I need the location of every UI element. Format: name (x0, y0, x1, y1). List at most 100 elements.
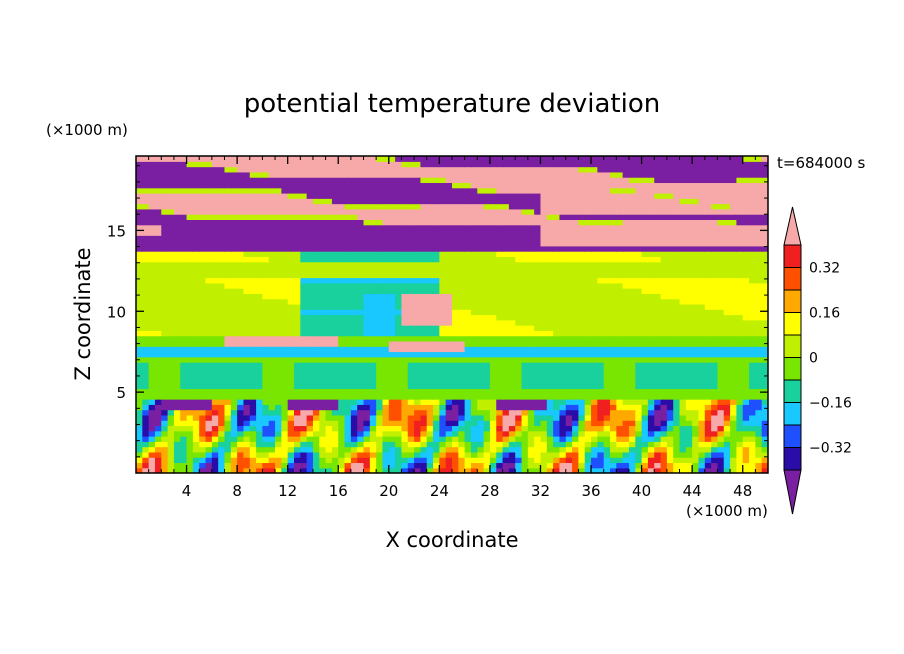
field-cell (603, 224, 611, 231)
field-cell (401, 314, 409, 321)
field-cell (205, 404, 213, 411)
field-cell (218, 303, 226, 310)
field-cell (338, 420, 346, 427)
field-cell (161, 219, 169, 226)
field-cell (167, 251, 175, 257)
field-cell (622, 240, 630, 247)
field-cell (312, 399, 320, 405)
field-cell (641, 430, 649, 437)
field-cell (477, 430, 485, 437)
field-cell (489, 409, 497, 416)
field-cell (521, 303, 529, 310)
field-cell (401, 325, 409, 331)
field-cell (256, 441, 263, 448)
field-cell (711, 446, 719, 453)
field-cell (319, 462, 327, 469)
field-cell (508, 208, 516, 215)
field-cell (445, 266, 453, 273)
field-cell (635, 451, 643, 458)
field-cell (281, 224, 289, 231)
field-cell (407, 293, 415, 300)
field-cell (597, 467, 605, 473)
field-cell (243, 356, 251, 363)
field-cell (508, 261, 516, 268)
field-cell (616, 436, 624, 442)
field-cell (439, 256, 447, 263)
field-cell (654, 303, 662, 310)
field-cell (420, 351, 428, 358)
field-cell (256, 240, 263, 247)
field-cell (388, 409, 396, 416)
field-cell (622, 330, 630, 337)
field-cell (635, 229, 643, 236)
field-cell (192, 356, 200, 363)
field-cell (647, 388, 655, 395)
field-cell (458, 288, 466, 294)
field-cell (382, 383, 390, 390)
field-cell (704, 282, 712, 289)
field-cell (275, 467, 282, 473)
field-cell (344, 240, 352, 247)
field-cell (515, 404, 523, 411)
field-cell (578, 351, 586, 358)
field-cell (546, 441, 554, 448)
field-cell (275, 325, 282, 331)
field-cell (199, 462, 207, 469)
field-cell (534, 340, 542, 347)
field-cell (294, 420, 301, 427)
field-cell (673, 256, 681, 263)
field-cell (597, 436, 605, 442)
field-cell (711, 467, 719, 473)
field-cell (458, 457, 466, 464)
field-cell (401, 309, 409, 316)
field-cell (306, 346, 314, 353)
field-cell (142, 404, 150, 411)
field-cell (458, 420, 466, 427)
field-cell (704, 330, 712, 337)
field-cell (243, 245, 251, 252)
field-cell (439, 388, 447, 395)
field-cell (559, 457, 567, 464)
field-cell (559, 377, 567, 384)
field-cell (136, 277, 143, 284)
field-cell (439, 462, 447, 469)
field-cell (489, 293, 497, 300)
field-cell (654, 309, 662, 316)
field-cell (749, 293, 756, 300)
field-cell (679, 319, 687, 326)
field-cell (635, 335, 643, 342)
field-cell (641, 362, 649, 368)
field-cell (237, 367, 245, 374)
field-cell (578, 214, 586, 220)
field-cell (420, 467, 428, 473)
field-cell (628, 409, 636, 416)
field-cell (294, 414, 301, 421)
field-cell (736, 256, 744, 263)
field-cell (205, 219, 213, 226)
field-cell (717, 436, 725, 442)
field-cell (464, 362, 472, 368)
field-cell (685, 377, 693, 384)
field-cell (685, 393, 693, 400)
field-cell (546, 457, 554, 464)
field-cell (350, 451, 358, 458)
field-cell (660, 436, 668, 442)
field-cell (603, 208, 611, 215)
field-cell (180, 346, 188, 353)
field-cell (470, 362, 478, 368)
field-cell (180, 441, 188, 448)
field-cell (591, 266, 598, 273)
field-cell (376, 409, 384, 416)
field-cell (546, 404, 554, 411)
field-cell (167, 208, 175, 215)
field-cell (749, 256, 756, 263)
field-cell (338, 362, 346, 368)
field-cell (243, 351, 251, 358)
field-cell (173, 420, 181, 427)
field-cell (211, 372, 219, 379)
field-cell (603, 383, 611, 390)
field-cell (243, 208, 251, 215)
field-cell (572, 303, 579, 310)
field-cell (749, 288, 756, 294)
field-cell (546, 319, 554, 326)
